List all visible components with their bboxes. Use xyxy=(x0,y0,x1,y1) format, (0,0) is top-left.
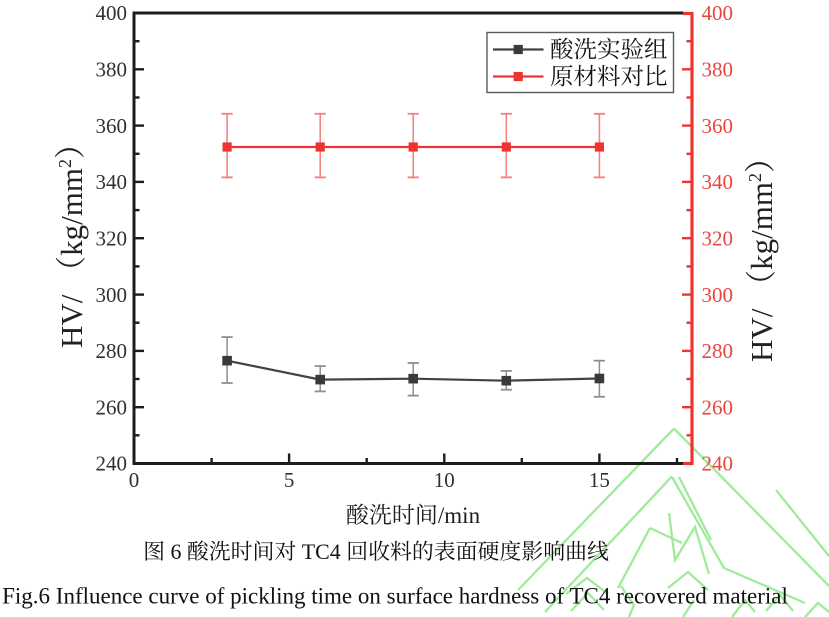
svg-text:400: 400 xyxy=(96,1,128,25)
svg-text:360: 360 xyxy=(702,114,734,138)
svg-text:5: 5 xyxy=(284,468,295,492)
svg-text:酸洗时间/min: 酸洗时间/min xyxy=(346,497,481,530)
svg-text:HV/ （kg/mm2）: HV/ （kg/mm2） xyxy=(45,128,91,348)
svg-text:300: 300 xyxy=(702,283,734,307)
svg-text:Fig.6 Influence curve of pickl: Fig.6 Influence curve of pickling time o… xyxy=(2,584,788,609)
svg-text:260: 260 xyxy=(96,395,128,419)
svg-text:340: 340 xyxy=(702,170,734,194)
svg-text:0: 0 xyxy=(129,468,140,492)
svg-text:260: 260 xyxy=(702,395,734,419)
svg-text:380: 380 xyxy=(96,58,128,82)
svg-text:10: 10 xyxy=(434,468,455,492)
svg-text:320: 320 xyxy=(702,226,734,250)
svg-text:400: 400 xyxy=(702,1,734,25)
svg-text:300: 300 xyxy=(96,283,128,307)
svg-text:酸洗实验组: 酸洗实验组 xyxy=(550,31,668,65)
svg-text:15: 15 xyxy=(589,468,610,492)
svg-text:240: 240 xyxy=(702,452,734,476)
svg-text:360: 360 xyxy=(96,114,128,138)
svg-text:280: 280 xyxy=(96,339,128,363)
svg-text:320: 320 xyxy=(96,226,128,250)
svg-text:HV/ （kg/mm2）: HV/ （kg/mm2） xyxy=(735,142,781,362)
svg-text:240: 240 xyxy=(96,452,128,476)
svg-text:原材料对比: 原材料对比 xyxy=(550,58,668,92)
svg-text:图 6 酸洗时间对 TC4 回收料的表面硬度影响曲线: 图 6 酸洗时间对 TC4 回收料的表面硬度影响曲线 xyxy=(143,535,609,566)
svg-text:340: 340 xyxy=(96,170,128,194)
svg-text:280: 280 xyxy=(702,339,734,363)
svg-text:380: 380 xyxy=(702,58,734,82)
